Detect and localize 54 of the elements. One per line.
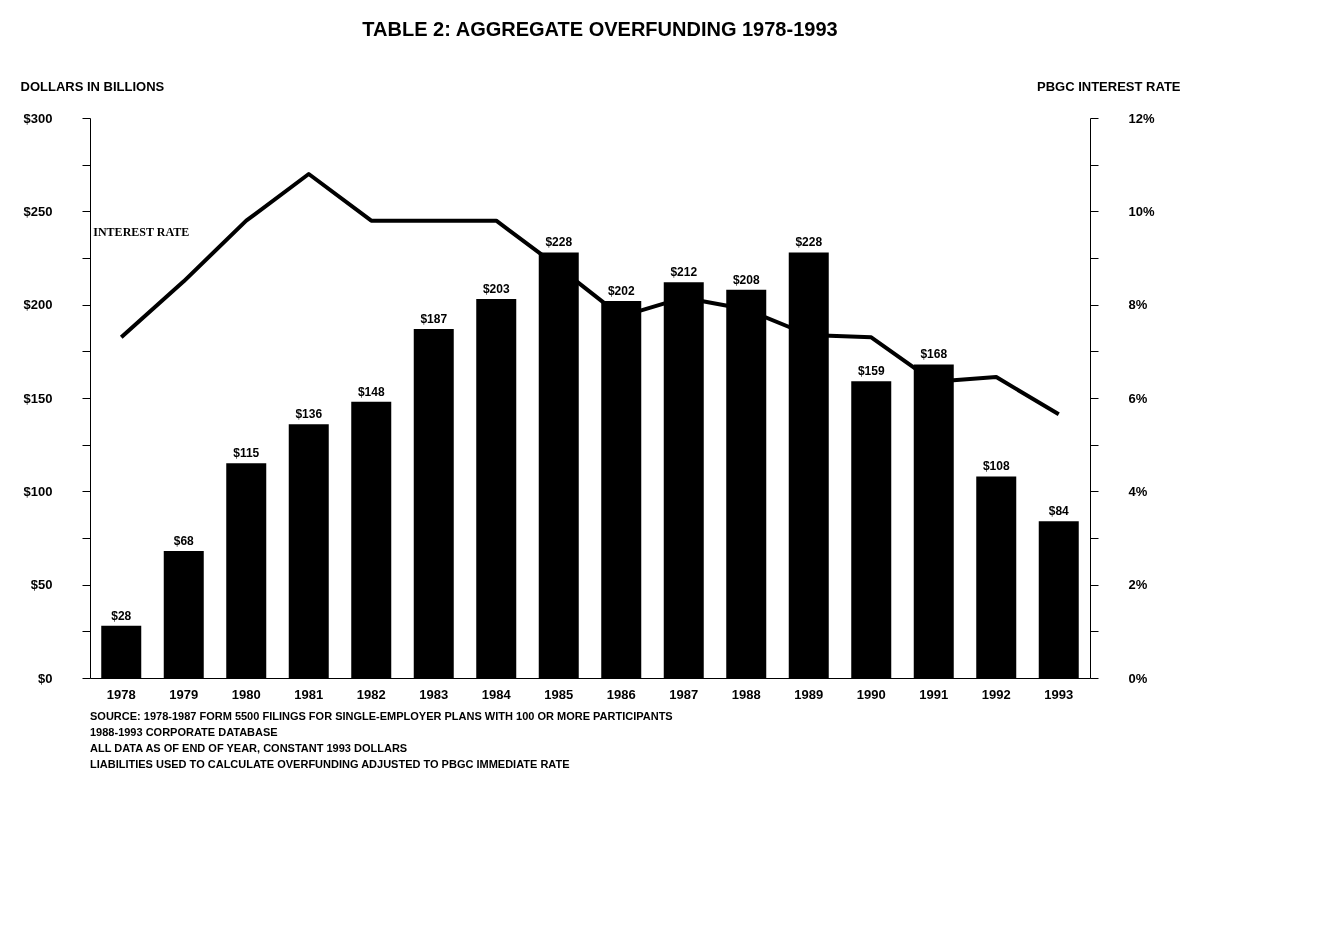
text: ALL DATA AS OF END OF YEAR, CONSTANT 1993 DOLLARS [90,742,408,754]
x-tick-label: 1980 [231,686,261,702]
data-label: $212 [670,265,698,280]
chart-title: TABLE 2: AGGREGATE OVERFUNDING 1978-1993 [362,18,838,40]
text: LIABILITIES USED TO CALCULATE OVERFUNDING ADJUSTED TO PBGC IMMEDIATE RATE [90,758,570,770]
data-label: $159 [857,364,885,379]
data-label: $115 [233,446,260,461]
y2-tick-label: 12% [1128,110,1155,126]
source-note: SOURCE: 1978-1987 FORM 5500 FILINGS FOR SINGLE-EMPLOYER PLANS WITH 100 OR MORE PARTICIPANTS [90,710,673,722]
y2-tick-label: 10% [1128,203,1155,219]
x-tick-label: 1991 [919,686,949,702]
x-tick-label: 1990 [856,686,886,702]
y2-axis-title: PBGC INTEREST RATE [1037,78,1181,94]
x-tick-label: 1986 [606,686,636,702]
y2-tick-label: 2% [1128,577,1148,593]
y-tick-label: $100 [23,483,53,499]
y-tick-label: $150 [23,390,53,406]
x-tick-label: 1985 [544,686,574,702]
data-label: $208 [732,272,760,287]
x-tick-label: 1978 [106,686,136,702]
data-label: $228 [795,235,823,250]
data-label: $136 [295,407,323,422]
x-tick-label: 1992 [981,686,1011,702]
data-label: $228 [545,235,573,250]
x-tick-label: 1989 [794,686,824,702]
data-label: $202 [607,283,635,298]
x-tick-label: 1982 [356,686,386,702]
data-label: $187 [420,311,448,326]
y-tick-label: $50 [30,577,53,593]
x-tick-label: 1981 [294,686,324,702]
x-tick-label: 1984 [481,686,512,702]
data-label: $28 [111,608,132,623]
y2-tick-label: 6% [1128,390,1148,406]
data-label: $203 [482,282,510,297]
y-axis-title: DOLLARS IN BILLIONS [20,78,165,94]
data-label: $148 [357,384,385,399]
x-tick-label: 1987 [669,686,699,702]
text: 1988-1993 CORPORATE DATABASE [90,726,278,738]
x-tick-label: 1979 [169,686,199,702]
legend-label: INTEREST RATE [93,225,190,240]
y-tick-label: $250 [23,203,53,219]
x-tick-label: 1983 [419,686,449,702]
data-label: $108 [982,459,1010,474]
data-label: $68 [173,534,195,549]
x-tick-label: 1988 [731,686,761,702]
data-label: $168 [920,347,948,362]
x-tick-label: 1993 [1044,686,1074,702]
y2-tick-label: 0% [1128,670,1148,686]
y-tick-label: $200 [23,297,53,313]
data-label: $84 [1048,504,1070,519]
y2-tick-label: 4% [1128,483,1148,499]
y-tick-label: $0 [38,670,53,686]
y2-tick-label: 8% [1128,297,1148,313]
y-tick-label: $300 [23,110,53,126]
